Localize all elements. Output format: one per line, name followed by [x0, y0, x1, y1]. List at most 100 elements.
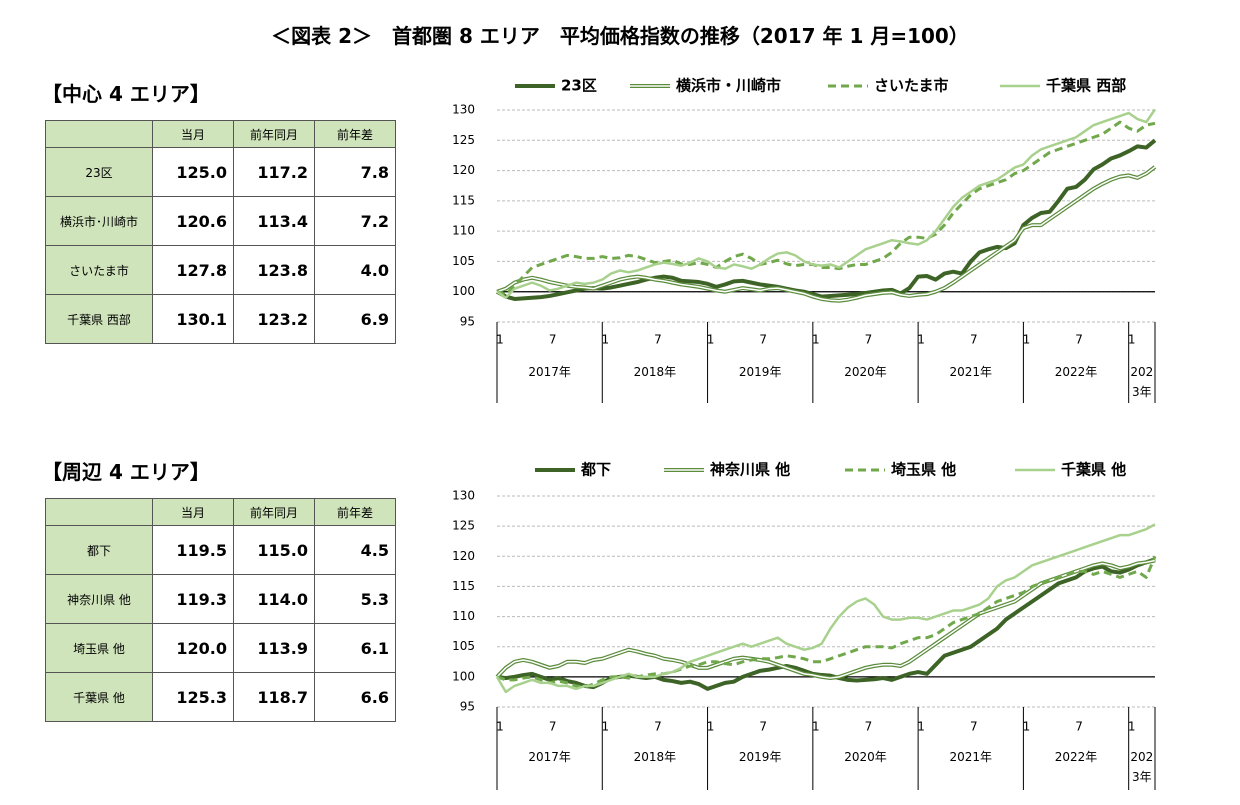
x-tick-label: 1 [707, 720, 715, 734]
section-heading: 【中心 4 エリア】 [42, 82, 210, 106]
year-label: 2020年 [844, 365, 887, 379]
legend-label: 神奈川県 他 [710, 461, 790, 479]
y-tick-label: 125 [452, 133, 475, 147]
table-row: 埼玉県 他 120.0 113.9 6.1 [45, 623, 396, 673]
value-cell: 6.6 [314, 672, 396, 722]
value-cell: 5.3 [314, 574, 396, 624]
data-table: 当月 前年同月 前年差 都下 119.5 115.0 4.5 神奈川県 他 119.3 114.0… [45, 498, 396, 722]
value-cell: 119.3 [152, 574, 234, 624]
row-label: 千葉県 西部 [45, 294, 153, 344]
value-cell: 4.5 [314, 525, 396, 575]
x-tick-label: 7 [1075, 333, 1083, 347]
x-tick-label: 1 [1128, 720, 1136, 734]
y-tick-label: 110 [452, 609, 475, 623]
x-tick-label: 7 [1075, 720, 1083, 734]
legend-label: 都下 [580, 461, 611, 479]
year-label: 2019年 [738, 750, 782, 764]
y-tick-label: 120 [452, 549, 475, 563]
year-label: 2017年 [528, 365, 571, 379]
x-tick-label: 7 [549, 333, 557, 347]
series-line [496, 108, 1157, 300]
year-label: 2022年 [1054, 750, 1098, 764]
x-tick-label: 7 [865, 333, 873, 347]
header-row: 当月 前年同月 前年差 [45, 120, 396, 148]
row-label: さいたま市 [45, 245, 153, 295]
y-tick-label: 130 [452, 103, 475, 117]
value-cell: 6.1 [314, 623, 396, 673]
x-tick-label: 1 [601, 720, 609, 734]
column-header: 当月 [152, 498, 234, 526]
year-label: 2019年 [738, 365, 782, 379]
value-cell: 123.8 [233, 245, 315, 295]
x-tick-label: 7 [970, 333, 978, 347]
x-tick-label: 1 [1023, 333, 1031, 347]
x-tick-label: 7 [759, 333, 767, 347]
value-cell: 114.0 [233, 574, 315, 624]
value-cell: 123.2 [233, 294, 315, 344]
value-cell: 120.0 [152, 623, 234, 673]
value-cell: 127.8 [152, 245, 234, 295]
corner-cell [45, 498, 153, 526]
year-label: 2022年 [1054, 365, 1098, 379]
legend-label: 千葉県 西部 [1046, 77, 1126, 95]
legend-label: 23区 [561, 77, 597, 95]
year-label: 2021年 [949, 750, 993, 764]
year-label: 2020年 [844, 750, 887, 764]
column-header: 前年差 [314, 120, 396, 148]
year-label: 2023年 [1130, 365, 1154, 399]
table-row: 23区 125.0 117.2 7.8 [45, 147, 396, 197]
y-tick-label: 95 [460, 315, 475, 329]
y-tick-label: 100 [452, 669, 475, 683]
year-label: 2023年 [1130, 750, 1154, 784]
series-line [496, 120, 1156, 297]
value-cell: 125.0 [152, 147, 234, 197]
data-table: 当月 前年同月 前年差 23区 125.0 117.2 7.8 横浜市･川崎市 120.6 113… [45, 120, 396, 344]
series-line-inner [496, 166, 1156, 302]
page-title: ＜図表 2＞ 首都圏 8 エリア 平均価格指数の推移（2017 年 1 月=10… [271, 24, 969, 48]
row-label: 横浜市･川崎市 [45, 196, 153, 246]
y-tick-label: 120 [452, 163, 475, 177]
x-tick-label: 1 [496, 333, 504, 347]
value-cell: 120.6 [152, 196, 234, 246]
value-cell: 113.4 [233, 196, 315, 246]
legend-label: 横浜市・川崎市 [676, 77, 781, 95]
value-cell: 7.2 [314, 196, 396, 246]
table-row: 神奈川県 他 119.3 114.0 5.3 [45, 574, 396, 624]
x-tick-label: 7 [654, 720, 662, 734]
value-cell: 113.9 [233, 623, 315, 673]
column-header: 前年同月 [233, 120, 315, 148]
x-tick-label: 7 [759, 720, 767, 734]
x-tick-label: 1 [917, 333, 925, 347]
row-label: 23区 [45, 147, 153, 197]
x-tick-label: 1 [917, 720, 925, 734]
x-tick-label: 7 [654, 333, 662, 347]
x-tick-label: 1 [812, 333, 820, 347]
value-cell: 130.1 [152, 294, 234, 344]
table-row: 横浜市･川崎市 120.6 113.4 7.2 [45, 196, 396, 246]
header-row: 当月 前年同月 前年差 [45, 498, 396, 526]
x-tick-label: 7 [549, 720, 557, 734]
x-tick-label: 1 [707, 333, 715, 347]
value-cell: 4.0 [314, 245, 396, 295]
y-tick-label: 115 [452, 193, 475, 207]
legend-label: 千葉県 他 [1061, 461, 1126, 479]
series-line [495, 523, 1156, 694]
value-cell: 125.3 [152, 672, 234, 722]
y-tick-label: 115 [452, 579, 475, 593]
table-row: 千葉県 西部 130.1 123.2 6.9 [45, 294, 396, 344]
row-label: 埼玉県 他 [45, 623, 153, 673]
legend-label: さいたま市 [874, 77, 949, 95]
row-label: 千葉県 他 [45, 672, 153, 722]
y-tick-label: 130 [452, 489, 475, 503]
series-line [496, 555, 1157, 689]
y-tick-label: 105 [452, 639, 475, 653]
value-cell: 115.0 [233, 525, 315, 575]
table-row: さいたま市 127.8 123.8 4.0 [45, 245, 396, 295]
year-label: 2018年 [633, 365, 677, 379]
y-tick-label: 100 [452, 284, 475, 298]
y-tick-label: 125 [452, 519, 475, 533]
column-header: 前年差 [314, 498, 396, 526]
section-heading: 【周辺 4 エリア】 [42, 460, 210, 484]
